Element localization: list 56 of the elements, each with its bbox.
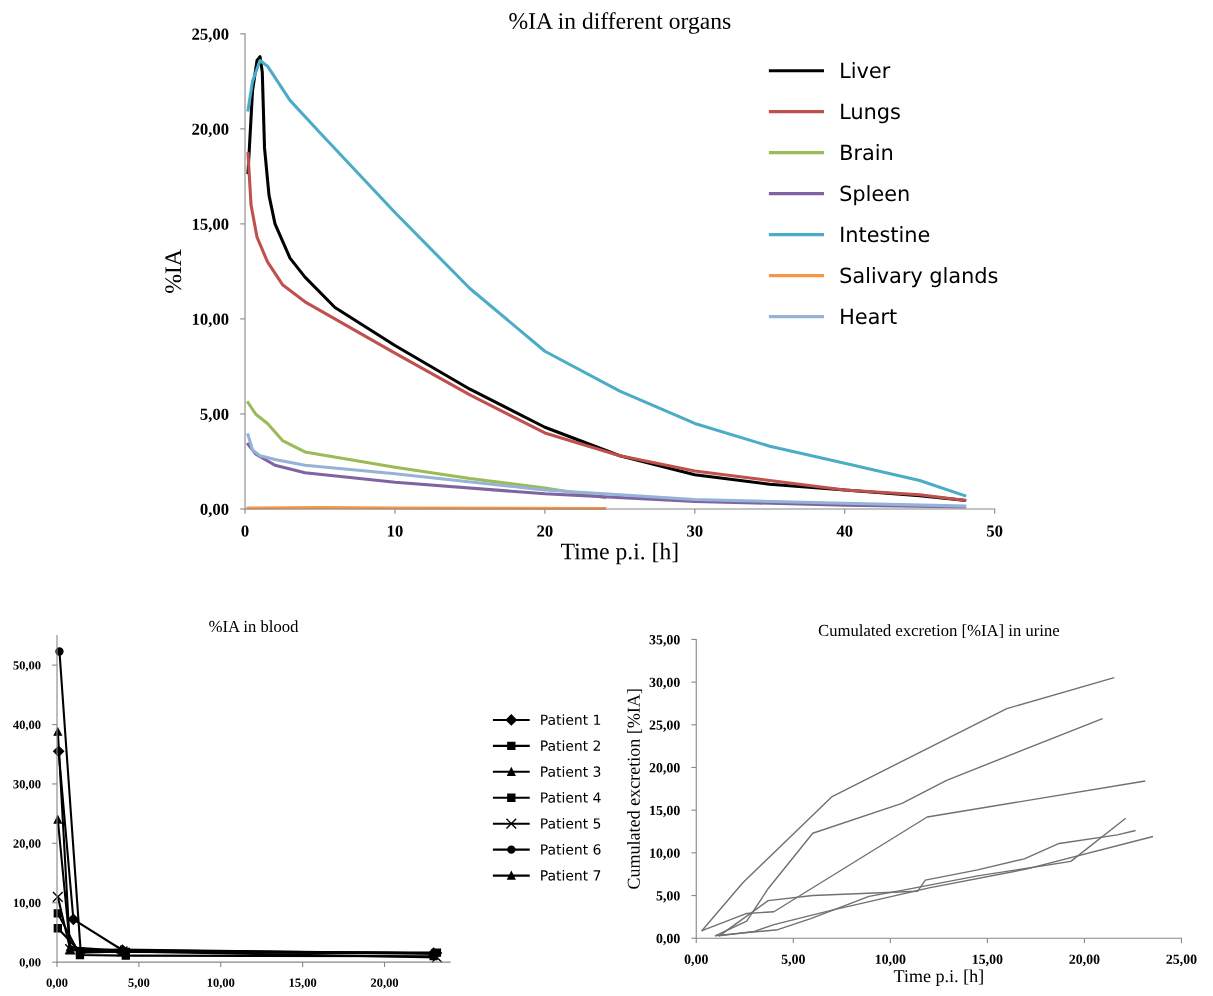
legend-label: Patient 5: [541, 818, 601, 829]
x-tick-label: 20: [537, 525, 553, 537]
y-tick-label: 20,00: [192, 123, 229, 138]
x-tick-label: 0: [241, 525, 249, 537]
x-tick-label: 50: [986, 525, 1003, 537]
y-tick-label: 25,00: [649, 720, 680, 732]
legend-label: Patient 6: [541, 843, 601, 855]
y-tick-label: 40,00: [13, 720, 41, 731]
y-tick-label: 20,00: [649, 763, 680, 775]
legend-label: Brain: [841, 144, 892, 161]
legend-label: Heart: [841, 308, 897, 325]
legend-label: Patient 3: [541, 766, 601, 777]
x-tick-label: 20,00: [370, 978, 399, 989]
x-tick-label: 25,00: [1166, 954, 1197, 966]
legend-label: Spleen: [840, 185, 909, 206]
x-tick-label: 0,00: [46, 978, 68, 989]
x-tick-label: 10,00: [875, 954, 906, 966]
x-tick-label: 0,00: [684, 954, 708, 966]
y-tick-label: 0,00: [200, 503, 229, 518]
legend-label: Lungs: [841, 103, 900, 124]
legend-label: Intestine: [841, 226, 930, 243]
y-tick-label: 5,00: [656, 891, 680, 903]
chart-title: %IA in different organs: [509, 12, 731, 34]
y-axis-title: Cumulated excretion [%IA]: [627, 689, 643, 889]
legend-label: Patient 2: [541, 740, 601, 751]
y-tick-label: 20,00: [13, 839, 41, 850]
x-tick-label: 20,00: [1069, 954, 1100, 966]
legend-label: Salivary glands: [840, 267, 998, 288]
x-axis-title: Time p.i. [h]: [561, 542, 678, 565]
chart-title: Cumulated excretion [%IA] in urine: [818, 624, 1060, 639]
y-tick-label: 30,00: [649, 677, 680, 690]
legend-label: Patient 4: [541, 792, 601, 803]
x-axis-title: Time p.i. [h]: [893, 969, 983, 986]
x-tick-label: 15,00: [972, 954, 1003, 966]
x-tick-label: 10: [387, 525, 403, 537]
y-tick-label: 30,00: [13, 779, 41, 791]
y-tick-label: 10,00: [192, 313, 229, 328]
x-tick-label: 5,00: [781, 954, 805, 966]
x-tick-label: 15,00: [289, 978, 317, 989]
y-tick-label: 25,00: [192, 28, 229, 43]
y-tick-label: 5,00: [200, 408, 229, 423]
y-tick-label: 35,00: [649, 635, 680, 647]
y-tick-label: 15,00: [650, 805, 680, 818]
y-tick-label: 10,00: [13, 898, 41, 910]
x-tick-label: 30: [687, 525, 703, 537]
y-tick-label: 15,00: [192, 218, 229, 233]
legend-label: Patient 1: [541, 714, 601, 725]
chart-title: %IA in blood: [209, 620, 299, 633]
legend-label: Patient 7: [541, 869, 601, 881]
legend-label: Liver: [841, 62, 891, 79]
y-tick-label: 0,00: [656, 933, 680, 946]
y-tick-label: 50,00: [13, 661, 41, 672]
x-tick-label: 40: [836, 525, 853, 537]
x-tick-label: 5,00: [128, 978, 150, 989]
y-tick-label: 10,00: [650, 848, 680, 860]
y-axis-title: %IA: [165, 249, 182, 293]
